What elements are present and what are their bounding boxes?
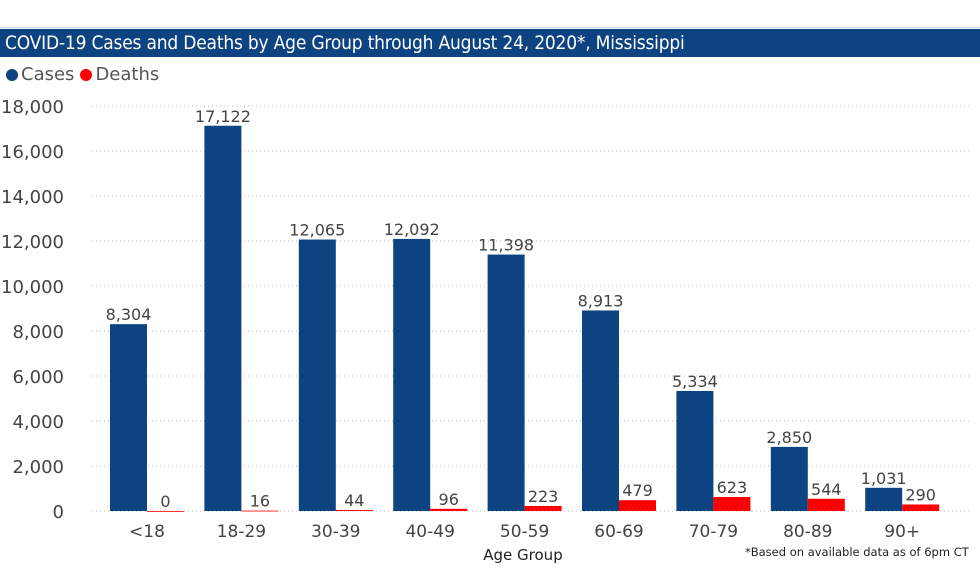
deaths-data-label: 223 [528,487,559,506]
x-tick-label: 40-49 [405,522,454,542]
y-tick-label: 6,000 [12,367,64,388]
cases-data-label: 11,398 [478,236,534,255]
deaths-bar [524,505,562,511]
cases-dot-icon [6,68,18,81]
deaths-data-label: 290 [905,485,936,504]
cases-data-label: 17,122 [195,107,251,126]
deaths-data-label: 44 [344,491,364,510]
footnote: *Based on available data as of 6pm CT [745,545,969,559]
cases-data-label: 8,913 [578,291,624,310]
deaths-data-label: 0 [160,492,170,511]
cases-data-label: 1,031 [861,469,907,488]
y-tick-label: 2,000 [12,457,64,478]
x-tick-label: <18 [129,522,165,542]
chart-title: COVID-19 Cases and Deaths by Age Group t… [0,29,980,57]
x-tick-label: 30-39 [311,522,360,542]
x-tick-label: 60-69 [594,522,643,542]
cases-bar [582,310,619,511]
deaths-bar [902,504,940,511]
cases-bar [204,125,242,511]
x-tick-label: 90+ [884,522,920,542]
cases-data-label: 12,092 [384,220,440,239]
deaths-bar [241,510,279,512]
y-tick-label: 0 [53,502,64,523]
deaths-bar [713,496,751,511]
x-tick-label: 18-29 [217,522,266,542]
cases-data-label: 8,304 [106,305,152,324]
cases-bar [110,324,147,511]
deaths-bar [335,510,373,511]
x-axis-title: Age Group [483,546,562,564]
deaths-data-label: 96 [439,490,459,509]
deaths-data-label: 16 [250,492,270,511]
cases-data-label: 5,334 [672,372,718,391]
cases-bar [298,239,336,511]
deaths-data-label: 479 [622,481,653,500]
cases-bar [487,254,525,512]
y-tick-label: 12,000 [1,232,64,253]
cases-data-label: 2,850 [766,428,812,447]
deaths-bar [807,498,845,511]
cases-bar [393,238,431,511]
legend-label-cases: Cases [21,64,75,85]
deaths-bar [619,500,656,511]
x-tick-label: 70-79 [689,522,738,542]
cases-bar [770,446,808,511]
legend-label-deaths: Deaths [95,64,160,85]
deaths-bar [147,511,184,512]
deaths-bar [430,508,468,511]
legend: Cases Deaths [6,64,159,85]
y-tick-label: 10,000 [1,277,64,298]
cases-data-label: 12,065 [289,221,345,240]
y-tick-label: 14,000 [1,187,64,208]
legend-item-cases: Cases [6,64,74,85]
x-tick-label: 50-59 [500,522,549,542]
y-tick-label: 16,000 [1,142,64,163]
cases-bar [676,390,714,511]
x-tick-label: 80-89 [783,522,832,542]
y-tick-label: 18,000 [1,97,64,118]
y-tick-label: 8,000 [12,322,64,343]
deaths-dot-icon [80,68,93,81]
deaths-data-label: 623 [717,478,748,497]
top-border [0,27,980,28]
cases-bar [865,487,903,511]
deaths-data-label: 544 [811,480,842,499]
legend-item-deaths: Deaths [80,64,159,85]
y-tick-label: 4,000 [12,412,64,433]
